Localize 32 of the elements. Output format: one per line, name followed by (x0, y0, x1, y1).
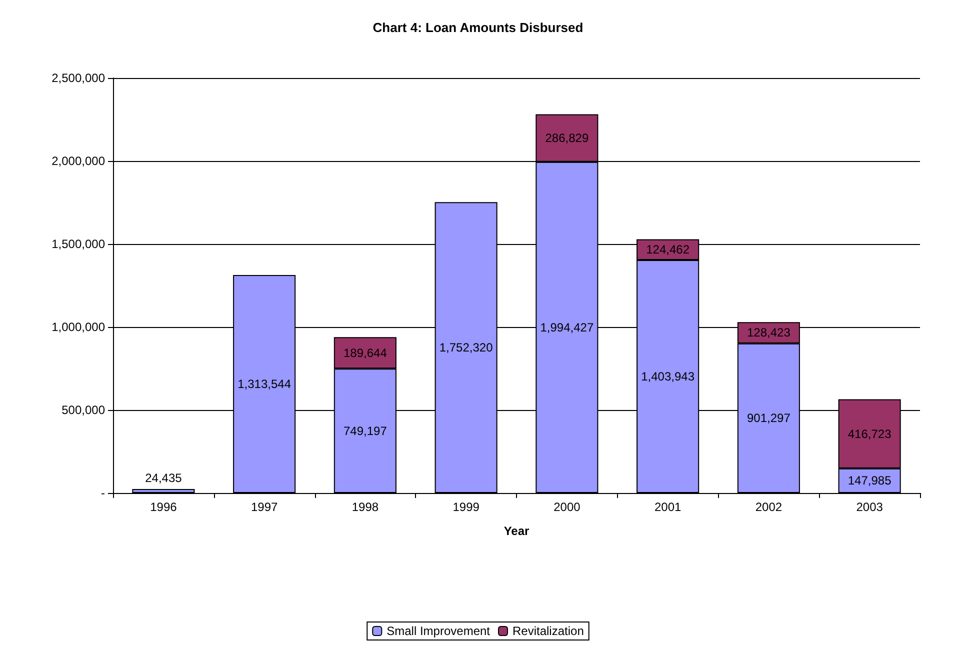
x-tick-label: 2002 (755, 500, 782, 514)
data-label: 416,723 (848, 426, 892, 441)
legend-label: Small Improvement (386, 624, 491, 638)
y-tick-label: - (101, 486, 105, 500)
y-tick-label: 1,500,000 (52, 237, 106, 251)
data-label: 286,829 (545, 131, 589, 146)
x-tick-label: 2003 (856, 500, 884, 514)
y-tick-label: 1,000,000 (52, 320, 106, 334)
data-label: 147,985 (848, 474, 892, 488)
x-tick-label: 1999 (452, 500, 480, 514)
x-tick-label: 2001 (654, 500, 682, 514)
data-label: 1,403,943 (641, 369, 695, 384)
y-tick-label: 2,500,000 (52, 71, 106, 85)
data-label: 1,752,320 (439, 340, 494, 355)
data-label: 128,423 (746, 326, 791, 340)
y-tick-label: 500,000 (62, 403, 106, 417)
data-label: 189,644 (343, 346, 388, 360)
x-tick-label: 1996 (150, 500, 178, 514)
data-label: 124,462 (646, 242, 690, 257)
x-tick-label: 1998 (352, 500, 379, 514)
y-tick-label: 2,000,000 (52, 154, 106, 168)
bar (132, 488, 195, 493)
x-tick-label: 1997 (250, 500, 278, 514)
x-axis-title: Year (504, 524, 530, 538)
x-tick-label: 2000 (554, 500, 581, 514)
data-label: 1,313,544 (238, 376, 292, 391)
chart-title: Chart 4: Loan Amounts Disbursed (372, 20, 584, 35)
data-label: 749,197 (343, 424, 388, 438)
data-label: 1,994,427 (540, 320, 594, 334)
data-label: 901,297 (746, 411, 791, 426)
data-label: 24,435 (145, 470, 182, 485)
legend-label: Revitalization (512, 624, 584, 638)
